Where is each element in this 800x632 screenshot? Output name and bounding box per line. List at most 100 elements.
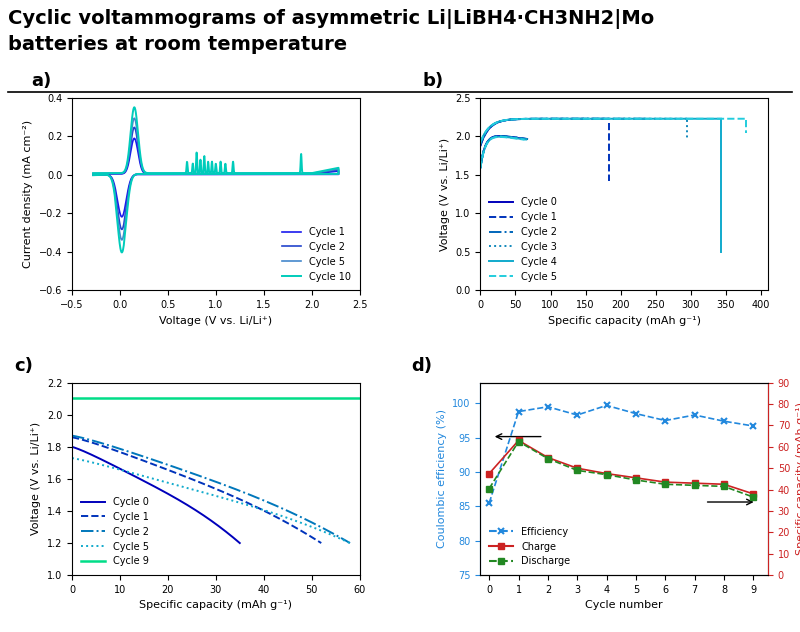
Cycle 2 — [314, 169, 324, 176]
Cycle 4 — [716, 115, 726, 123]
Cycle 9 — [355, 394, 365, 402]
Cycle 10 — [327, 166, 337, 173]
Cycle 5 — [314, 168, 324, 176]
Cycle 2 — [641, 115, 650, 123]
Legend: Cycle 1, Cycle 2, Cycle 5, Cycle 10: Cycle 1, Cycle 2, Cycle 5, Cycle 10 — [278, 223, 354, 286]
Cycle 9 — [340, 394, 350, 402]
Legend: Efficiency, Charge, Discharge: Efficiency, Charge, Discharge — [486, 523, 574, 570]
Charge — [631, 474, 641, 482]
Cycle 1 — [247, 501, 257, 509]
Charge — [690, 480, 699, 487]
Efficiency — [749, 422, 758, 430]
Line: Cycle 4: Cycle 4 — [480, 119, 721, 143]
Cycle 2 — [574, 115, 583, 123]
Cycle 10 — [88, 171, 98, 179]
Line: Cycle 1: Cycle 1 — [93, 138, 338, 217]
Cycle 10 — [314, 168, 324, 176]
Cycle 4 — [475, 139, 485, 147]
Discharge — [514, 438, 523, 446]
Cycle 5 — [603, 115, 613, 123]
Cycle 2 — [102, 171, 112, 179]
Cycle 5 — [270, 509, 279, 517]
Line: Cycle 5: Cycle 5 — [480, 119, 746, 143]
Cycle 5 — [693, 115, 702, 123]
Text: Cyclic voltammograms of asymmetric Li|LiBH4·CH3NH2|Mo: Cyclic voltammograms of asymmetric Li|Li… — [8, 9, 654, 30]
Cycle 9 — [78, 394, 88, 402]
Efficiency — [719, 417, 729, 425]
Cycle 3 — [475, 140, 485, 148]
Y-axis label: Current density (mA cm⁻²): Current density (mA cm⁻²) — [23, 120, 34, 268]
Cycle 3 — [574, 115, 583, 123]
Charge — [719, 480, 729, 488]
Cycle 3 — [575, 115, 585, 123]
Cycle 5 — [268, 509, 278, 517]
Cycle 10 — [130, 104, 139, 111]
Cycle 2 — [193, 171, 202, 178]
Cycle 5 — [88, 171, 98, 179]
Text: d): d) — [411, 357, 432, 375]
Cycle 1 — [117, 213, 126, 221]
Cycle 1 — [317, 539, 326, 547]
Discharge — [719, 483, 729, 490]
Cycle 0 — [475, 142, 485, 150]
Cycle 0 — [122, 468, 131, 476]
Y-axis label: Voltage (V vs. Li/Li⁺): Voltage (V vs. Li/Li⁺) — [31, 422, 42, 535]
Line: Cycle 2: Cycle 2 — [93, 128, 338, 229]
Cycle 1 — [88, 170, 98, 178]
Cycle 5 — [101, 462, 110, 470]
Cycle 2 — [117, 226, 126, 233]
Cycle 10 — [193, 170, 202, 178]
Cycle 2 — [130, 124, 139, 131]
Cycle 2 — [565, 115, 574, 123]
Y-axis label: Coulombic efficiency (%): Coulombic efficiency (%) — [437, 410, 446, 549]
Line: Cycle 3: Cycle 3 — [480, 119, 687, 144]
Line: Cycle 1: Cycle 1 — [480, 119, 609, 146]
Cycle 3 — [682, 115, 692, 123]
Cycle 1 — [88, 171, 98, 179]
Cycle 10 — [88, 169, 98, 177]
Cycle 1 — [545, 115, 554, 123]
Discharge — [749, 494, 758, 501]
Cycle 3 — [678, 115, 687, 123]
Cycle 1 — [102, 171, 112, 179]
Cycle 10 — [114, 169, 123, 177]
Cycle 2 — [270, 501, 279, 509]
Cycle 1 — [224, 490, 234, 498]
Efficiency — [514, 408, 523, 415]
Cycle 5 — [327, 166, 337, 174]
Efficiency — [690, 411, 699, 419]
Cycle 5 — [117, 236, 126, 244]
Cycle 0 — [87, 451, 97, 459]
Cycle 4 — [590, 115, 599, 123]
Charge — [543, 454, 553, 461]
Cycle 2 — [475, 140, 485, 148]
Line: Cycle 0: Cycle 0 — [480, 119, 525, 146]
Cycle 5 — [193, 170, 202, 178]
Cycle 5 — [619, 115, 629, 123]
Cycle 0 — [499, 117, 509, 125]
Discharge — [485, 485, 494, 492]
Cycle 1 — [314, 169, 324, 177]
Discharge — [631, 476, 641, 483]
Cycle 5 — [634, 115, 643, 123]
Line: Discharge: Discharge — [486, 439, 756, 500]
Cycle 2 — [555, 115, 565, 123]
Cycle 4 — [606, 115, 615, 123]
Legend: Cycle 0, Cycle 1, Cycle 2, Cycle 3, Cycle 4, Cycle 5: Cycle 0, Cycle 1, Cycle 2, Cycle 3, Cycl… — [486, 193, 561, 286]
Cycle 0 — [497, 118, 506, 125]
Charge — [514, 437, 523, 444]
Cycle 5 — [102, 171, 112, 179]
Cycle 2 — [88, 171, 98, 179]
Cycle 1 — [601, 115, 610, 123]
Legend: Cycle 0, Cycle 1, Cycle 2, Cycle 5, Cycle 9: Cycle 0, Cycle 1, Cycle 2, Cycle 5, Cycl… — [77, 493, 153, 570]
Cycle 1 — [193, 171, 202, 178]
Line: Cycle 5: Cycle 5 — [72, 458, 350, 543]
Cycle 9 — [85, 394, 94, 402]
Cycle 4 — [619, 115, 629, 123]
Cycle 1 — [166, 467, 175, 475]
Cycle 0 — [134, 475, 143, 482]
Cycle 1 — [114, 170, 123, 178]
Cycle 9 — [144, 394, 154, 402]
Charge — [602, 470, 611, 477]
Charge — [661, 478, 670, 486]
